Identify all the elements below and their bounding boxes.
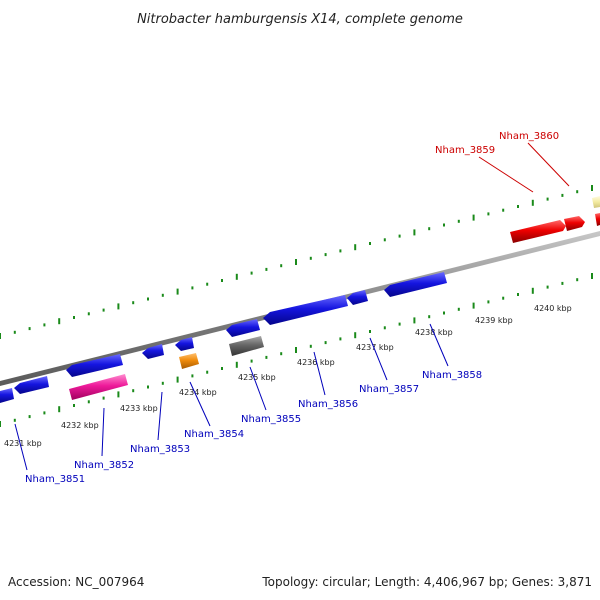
gene-label[interactable]: Nham_3857 bbox=[359, 384, 419, 395]
label-leaders bbox=[14, 142, 570, 471]
leader-line bbox=[189, 381, 211, 427]
gene-feature[interactable] bbox=[564, 216, 585, 231]
scale-label: 4235 kbp bbox=[238, 373, 276, 382]
scale-labels: 4231 kbp 4232 kbp 4233 kbp 4234 kbp 4235… bbox=[4, 304, 572, 448]
gene-feature[interactable] bbox=[175, 337, 194, 351]
scale-label: 4239 kbp bbox=[475, 316, 513, 325]
scale-label: 4233 kbp bbox=[120, 404, 158, 413]
gene-feature[interactable] bbox=[14, 376, 49, 394]
scale-label: 4234 kbp bbox=[179, 388, 217, 397]
rrna-feature[interactable] bbox=[69, 374, 128, 400]
leader-line bbox=[478, 156, 534, 193]
gene-feature[interactable] bbox=[142, 344, 164, 359]
trna-feature[interactable] bbox=[179, 353, 199, 369]
scale-label: 4231 kbp bbox=[4, 439, 42, 448]
misc-feature[interactable] bbox=[229, 336, 264, 356]
forward-tick-track bbox=[0, 185, 593, 339]
feature-track bbox=[0, 196, 600, 403]
misc-feature[interactable] bbox=[592, 196, 600, 208]
gene-feature[interactable] bbox=[384, 272, 447, 297]
leader-line bbox=[101, 407, 105, 457]
leader-line bbox=[527, 142, 570, 187]
leader-line bbox=[14, 423, 28, 471]
gene-labels: Nham_3851 Nham_3852 Nham_3853 Nham_3854 … bbox=[25, 131, 559, 485]
gene-label[interactable]: Nham_3851 bbox=[25, 474, 85, 485]
map-title: Nitrobacter hamburgensis X14, complete g… bbox=[137, 12, 463, 27]
scale-label: 4240 kbp bbox=[534, 304, 572, 313]
gene-feature[interactable] bbox=[263, 295, 348, 325]
gene-feature[interactable] bbox=[226, 319, 260, 337]
leader-line bbox=[313, 351, 326, 396]
scale-label: 4232 kbp bbox=[61, 421, 99, 430]
leader-line bbox=[249, 366, 267, 411]
leader-line bbox=[429, 323, 449, 367]
gene-label[interactable]: Nham_3852 bbox=[74, 460, 134, 471]
leader-line bbox=[369, 337, 388, 381]
leader-line bbox=[157, 391, 163, 441]
gene-label[interactable]: Nham_3855 bbox=[241, 414, 301, 425]
gene-label[interactable]: Nham_3856 bbox=[298, 399, 358, 410]
gene-feature[interactable] bbox=[0, 388, 14, 403]
gene-label[interactable]: Nham_3858 bbox=[422, 370, 482, 381]
gene-label[interactable]: Nham_3860 bbox=[499, 131, 559, 142]
accession-text: Accession: NC_007964 bbox=[8, 575, 144, 589]
scale-label: 4237 kbp bbox=[356, 343, 394, 352]
gene-feature[interactable] bbox=[595, 213, 600, 226]
gene-label[interactable]: Nham_3854 bbox=[184, 429, 244, 440]
gene-feature[interactable] bbox=[510, 220, 566, 243]
scale-label: 4236 kbp bbox=[297, 358, 335, 367]
gene-feature[interactable] bbox=[66, 354, 123, 377]
gene-label[interactable]: Nham_3859 bbox=[435, 145, 495, 156]
gene-feature[interactable] bbox=[347, 290, 368, 305]
genome-summary-text: Topology: circular; Length: 4,406,967 bp… bbox=[261, 575, 592, 589]
gene-label[interactable]: Nham_3853 bbox=[130, 444, 190, 455]
reverse-tick-track bbox=[0, 273, 593, 427]
